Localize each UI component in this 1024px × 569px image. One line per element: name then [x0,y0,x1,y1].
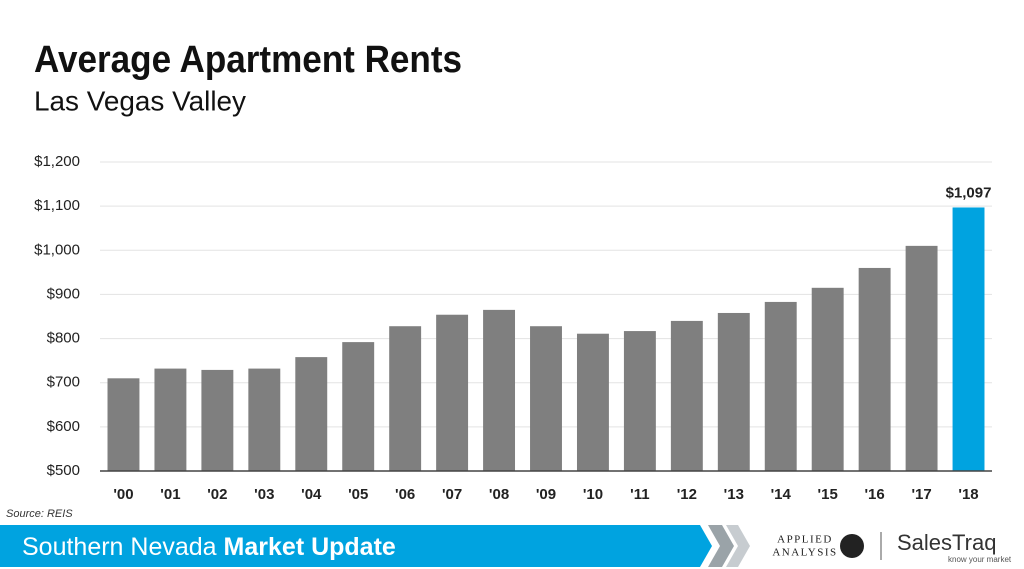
banner [0,525,712,567]
x-tick-label: '15 [818,486,838,503]
y-tick-label: $800 [47,330,80,347]
logo-tagline: know your market [948,555,1012,564]
bar [530,326,562,471]
bar [623,331,656,471]
x-tick-label: '12 [677,486,697,503]
bar [107,378,140,471]
y-tick-label: $900 [47,285,80,302]
x-tick-label: '14 [771,486,792,503]
x-tick-label: '02 [207,486,227,503]
bar [436,314,469,471]
chevron [708,525,734,567]
y-tick-label: $1,000 [34,241,80,258]
banner-text-bold: Market Update [224,533,396,561]
x-tick-label: '03 [254,486,274,503]
bar [342,342,375,471]
y-tick-label: $700 [47,374,80,391]
bar [764,301,797,471]
x-tick-label: '00 [113,486,133,503]
banner-text: Southern Nevada Market Update [22,533,396,561]
x-tick-label: '10 [583,486,603,503]
bar [295,357,328,471]
logo-text: ANALYSIS [772,547,837,559]
chart-subtitle: Las Vegas Valley [34,85,246,116]
x-tick-label: '18 [958,486,978,503]
y-tick-label: $1,200 [34,153,80,170]
y-tick-label: $500 [47,462,80,479]
source: Source: REIS [6,508,73,520]
x-tick-label: '05 [348,486,368,503]
bar [811,287,844,471]
bar [483,309,516,471]
bar [389,326,422,471]
logo-text: SalesTraq [897,530,996,555]
x-tick-label: '08 [489,486,509,503]
x-tick-label: '07 [442,486,462,503]
logo-icon [840,534,864,558]
bar [670,320,703,471]
bar [717,312,750,471]
bar [576,333,609,471]
x-tick-label: '06 [395,486,415,503]
x-tick-label: '04 [301,486,322,503]
bar [154,368,187,471]
value-label: $1,097 [946,184,992,201]
banner-text-regular: Southern Nevada [22,533,217,561]
bar [201,369,234,471]
bar [952,207,985,471]
y-tick-label: $600 [47,418,80,435]
chart-title: Average Apartment Rents [34,39,462,81]
x-tick-label: '11 [630,486,649,503]
x-tick-label: '17 [911,486,931,503]
bar [248,368,281,471]
y-tick-label: $1,100 [34,197,80,214]
logo-text: APPLIED [777,534,833,546]
chevron [726,525,750,567]
bar [905,245,938,471]
x-tick-label: '16 [864,486,884,503]
bar [858,267,891,471]
x-tick-label: '13 [724,486,744,503]
x-tick-label: '01 [160,486,180,503]
x-tick-label: '09 [536,486,556,503]
